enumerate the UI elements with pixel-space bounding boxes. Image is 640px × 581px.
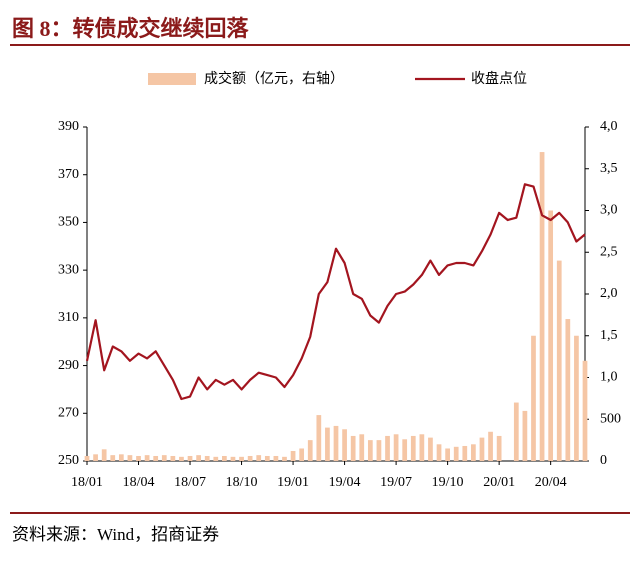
- bar: [539, 152, 545, 462]
- y-tick-label: 290: [58, 358, 79, 373]
- bar: [513, 402, 519, 461]
- bar: [479, 437, 485, 461]
- x-tick-label: 20/04: [535, 475, 567, 490]
- bar: [462, 445, 468, 461]
- bar: [196, 455, 201, 461]
- y-tick-label: 390: [58, 119, 79, 134]
- bar: [170, 455, 176, 461]
- x-tick-label: 19/07: [380, 475, 412, 490]
- bar: [488, 431, 493, 461]
- bar: [531, 335, 536, 461]
- bar: [290, 450, 296, 461]
- bar: [282, 456, 287, 461]
- y2-tick-label: 3,0: [600, 203, 618, 218]
- bar: [582, 360, 588, 461]
- bar: [574, 335, 579, 461]
- bar: [428, 437, 433, 461]
- bar: [273, 455, 279, 461]
- bar: [239, 456, 244, 461]
- y-tick-label: 330: [58, 262, 79, 277]
- bar: [299, 448, 305, 461]
- source: 资料来源：Wind，招商证券: [12, 525, 219, 544]
- y2-tick-label: 2,5: [600, 244, 618, 259]
- bar: [325, 427, 330, 461]
- x-tick-label: 18/10: [226, 475, 258, 490]
- bar: [256, 455, 262, 461]
- x-tick-label: 18/07: [174, 475, 206, 490]
- y2-tick-label: 1,0: [600, 370, 618, 385]
- bar: [222, 455, 227, 461]
- bar: [436, 444, 442, 461]
- legend-label: 收盘点位: [471, 70, 527, 87]
- bar: [144, 455, 150, 461]
- bar: [93, 454, 98, 461]
- bar: [342, 429, 347, 461]
- x-tick-label: 18/04: [123, 475, 155, 490]
- bar: [204, 455, 210, 461]
- y-tick-label: 350: [58, 215, 79, 230]
- bar: [316, 415, 322, 461]
- bar: [445, 448, 450, 461]
- bar: [471, 444, 476, 461]
- x-tick-label: 20/01: [483, 475, 515, 490]
- bar: [127, 455, 133, 461]
- bar: [350, 435, 356, 461]
- bar: [522, 410, 528, 461]
- bar: [385, 435, 390, 461]
- bar: [419, 434, 425, 461]
- y2-tick-label: 1,5: [600, 328, 618, 343]
- y2-tick-label: 0: [600, 453, 607, 468]
- bar: [376, 440, 382, 461]
- bar: [213, 456, 219, 461]
- bar: [153, 455, 159, 461]
- bar: [496, 435, 502, 461]
- y2-tick-label: 2,0: [600, 286, 618, 301]
- bar: [453, 446, 459, 461]
- bar: [359, 434, 365, 461]
- bar: [264, 455, 270, 461]
- y2-tick-label: 4,0: [600, 119, 618, 134]
- bar: [548, 210, 554, 461]
- y-tick-label: 310: [58, 310, 79, 325]
- legend-swatch: [148, 73, 196, 85]
- bar: [187, 455, 193, 461]
- y2-tick-label: 3,5: [600, 161, 618, 176]
- bar: [179, 456, 184, 461]
- bar: [333, 425, 339, 461]
- bar: [136, 455, 141, 461]
- bar: [84, 455, 90, 461]
- line: [85, 183, 586, 401]
- x-tick-label: 19/04: [329, 475, 361, 490]
- bar: [161, 455, 167, 461]
- y-tick-label: 270: [58, 406, 79, 421]
- bar: [230, 456, 236, 461]
- bar: [118, 454, 124, 461]
- y-tick-label: 250: [58, 453, 79, 468]
- bar: [565, 319, 571, 461]
- bar: [307, 440, 313, 461]
- chart-title: 图 8：转债成交继续回落: [12, 16, 250, 41]
- y-tick-label: 370: [58, 167, 79, 182]
- y2-tick-label: 500: [600, 411, 621, 426]
- bar: [556, 260, 562, 461]
- legend-label: 成交额（亿元，右轴）: [204, 70, 344, 87]
- bar: [110, 455, 116, 461]
- bar: [393, 434, 399, 461]
- x-tick-label: 18/01: [71, 475, 103, 490]
- bar: [367, 440, 373, 461]
- bar: [410, 435, 416, 461]
- x-tick-label: 19/01: [277, 475, 309, 490]
- x-tick-label: 19/10: [432, 475, 464, 490]
- bar: [247, 455, 253, 461]
- bar: [402, 439, 408, 461]
- bar: [101, 449, 107, 461]
